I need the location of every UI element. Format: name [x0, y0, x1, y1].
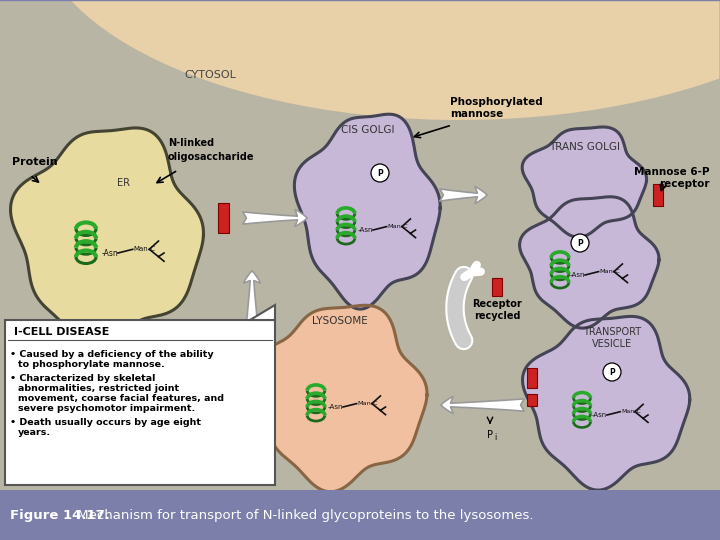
FancyBboxPatch shape	[5, 320, 275, 485]
Text: ER: ER	[117, 178, 130, 188]
Text: Prelysosomal
enzyme: Prelysosomal enzyme	[59, 334, 138, 356]
Text: • Caused by a deficiency of the ability: • Caused by a deficiency of the ability	[10, 350, 214, 359]
Polygon shape	[251, 305, 427, 492]
Text: -Asn: -Asn	[592, 412, 607, 418]
Bar	[0, 490, 720, 540]
Text: movement, coarse facial features, and: movement, coarse facial features, and	[18, 394, 224, 403]
Polygon shape	[0, 0, 720, 500]
Ellipse shape	[35, 0, 720, 120]
Text: Figure 14.17.: Figure 14.17.	[10, 510, 110, 523]
Text: TRANSPORT
VESICLE: TRANSPORT VESICLE	[583, 327, 641, 349]
Polygon shape	[520, 197, 659, 328]
Text: N-linked
oligosaccharide: N-linked oligosaccharide	[168, 138, 254, 161]
Polygon shape	[523, 316, 690, 490]
Text: TRANS GOLGI: TRANS GOLGI	[549, 142, 621, 152]
Circle shape	[371, 164, 389, 182]
Polygon shape	[250, 305, 275, 320]
Text: Man-C: Man-C	[134, 246, 156, 252]
Text: Phosphorylated
mannose: Phosphorylated mannose	[450, 97, 543, 119]
Text: Mannose 6-P
receptor: Mannose 6-P receptor	[634, 167, 710, 189]
Text: -Asn: -Asn	[328, 404, 343, 410]
Text: CYTOSOL: CYTOSOL	[184, 70, 236, 80]
Bar	[527, 368, 537, 388]
Bar	[492, 278, 502, 296]
Text: P: P	[577, 239, 583, 248]
Polygon shape	[11, 128, 204, 350]
Text: -Asn: -Asn	[570, 272, 585, 278]
Text: i: i	[494, 433, 496, 442]
Polygon shape	[522, 127, 647, 237]
Text: P: P	[377, 169, 383, 178]
Text: years.: years.	[18, 428, 51, 437]
Bar	[527, 394, 537, 406]
Text: • Death usually occurs by age eight: • Death usually occurs by age eight	[10, 418, 201, 427]
Text: I-CELL DISEASE: I-CELL DISEASE	[14, 327, 109, 337]
Circle shape	[603, 363, 621, 381]
Text: LYSOSOME: LYSOSOME	[312, 316, 368, 326]
Text: abnormalities, restricted joint: abnormalities, restricted joint	[18, 384, 179, 393]
Text: -Asn: -Asn	[358, 227, 373, 233]
Polygon shape	[294, 114, 440, 309]
Bar	[653, 184, 663, 206]
Text: to phosphorylate mannose.: to phosphorylate mannose.	[18, 360, 165, 369]
Text: CIS GOLGI: CIS GOLGI	[341, 125, 395, 135]
Bar	[217, 203, 228, 233]
Text: -Asn: -Asn	[102, 248, 118, 258]
Text: P: P	[487, 430, 493, 440]
Circle shape	[571, 234, 589, 252]
Text: Protein: Protein	[12, 157, 58, 167]
Text: Man-C: Man-C	[387, 224, 408, 229]
Text: Receptor
recycled: Receptor recycled	[472, 299, 522, 321]
Text: severe psychomotor impairment.: severe psychomotor impairment.	[18, 404, 195, 413]
Text: Man-C: Man-C	[357, 401, 378, 406]
Text: Mechanism for transport of N-linked glycoproteins to the lysosomes.: Mechanism for transport of N-linked glyc…	[73, 510, 534, 523]
Text: Man-C: Man-C	[621, 409, 641, 414]
Text: • Characterized by skeletal: • Characterized by skeletal	[10, 374, 156, 383]
Text: P: P	[609, 368, 615, 377]
Text: Man-C: Man-C	[600, 269, 620, 274]
